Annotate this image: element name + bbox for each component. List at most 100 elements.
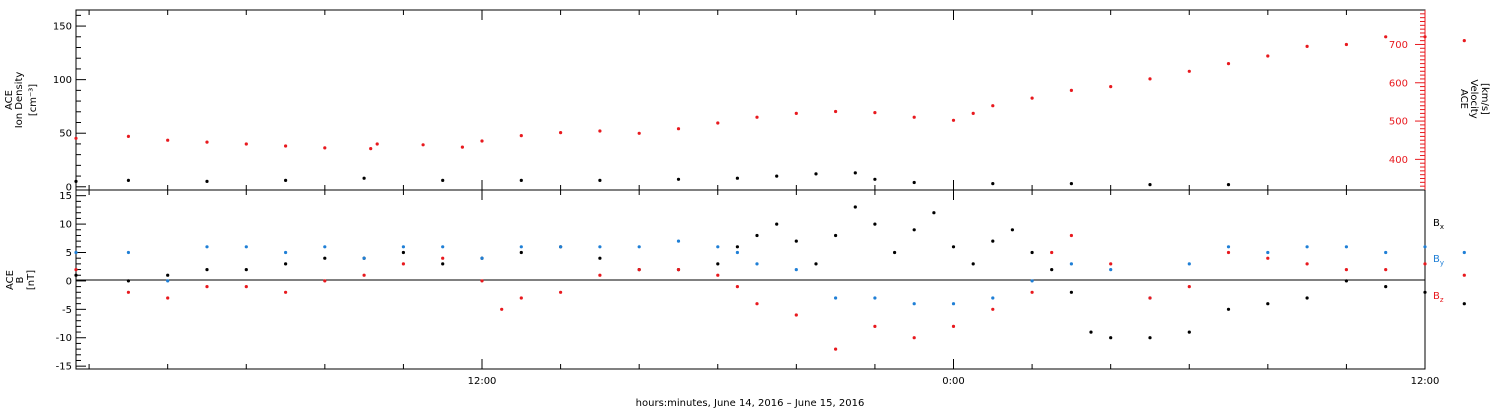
bottom-ylabel-line-3: [nT] [26,270,37,290]
data-point [1462,39,1466,43]
data-point [1344,245,1348,249]
data-point [735,245,740,249]
data-point [480,139,484,143]
bx-series [74,205,1466,340]
data-point [284,144,288,148]
data-point [1069,233,1073,238]
data-point [991,307,995,311]
data-point [74,250,78,255]
data-point [1089,330,1093,334]
data-point [951,245,956,249]
data-point [1423,290,1427,294]
data-point [519,296,523,300]
y-tick-label: 0 [66,276,72,287]
data-point [873,296,877,300]
y-tick-label: 0 [66,182,72,193]
data-point [1109,336,1113,340]
data-point [323,256,327,260]
data-point [735,285,740,289]
data-point [1069,262,1073,266]
data-point [362,256,366,260]
data-point [598,273,602,277]
data-point [284,290,288,294]
data-point [912,115,916,119]
data-point [559,245,563,249]
data-point [421,143,425,147]
bottom-ylabel-line-1: ACE [5,270,16,290]
data-point [676,268,681,272]
data-point [912,302,916,306]
data-point [1384,268,1388,272]
bz-series [74,233,1466,351]
data-point [1344,268,1348,272]
data-point [1109,268,1113,272]
data-point [1069,88,1073,92]
data-point [1266,250,1270,255]
data-point [559,290,563,294]
x-axis-label: hours:minutes, June 14, 2016 – June 15, … [636,398,865,409]
data-point [735,250,740,255]
data-point [598,129,602,133]
right-ylabel-line-3: [km/s] [1479,83,1490,115]
y-tick-label: -5 [62,305,72,316]
data-point [1305,296,1309,300]
x-tick-label: 0:00 [942,376,964,387]
data-point [460,145,464,149]
data-point [637,131,641,135]
data-point [794,111,798,115]
data-point [519,245,523,249]
data-point [755,262,759,266]
data-point [1462,250,1466,255]
data-point [1344,279,1348,283]
data-point [244,245,248,249]
velocity-tick-label: 600 [1389,78,1408,89]
data-point [519,178,523,182]
data-point [1109,85,1113,89]
data-point [1050,268,1054,272]
y-tick-label: 100 [53,75,72,86]
right-ylabel-line-1: ACE [1458,89,1469,109]
velocity-tick-label: 700 [1389,40,1408,51]
data-point [205,140,209,144]
ion-density-series [74,171,1231,187]
y-tick-label: -10 [56,333,72,344]
y-tick-label: -15 [56,362,72,373]
data-point [369,147,373,151]
data-point [716,121,720,125]
data-point [519,134,523,138]
data-point [441,262,445,266]
data-point [853,171,857,175]
data-point [676,239,681,243]
data-point [74,136,78,140]
data-marks [74,35,1466,351]
data-point [323,245,327,249]
data-point [441,245,445,249]
data-point [814,262,818,266]
data-point [932,211,936,215]
velocity-tick-label: 500 [1389,117,1408,128]
data-point [971,111,975,115]
data-point [853,205,857,209]
velocity-series [74,35,1466,151]
data-point [775,174,779,178]
y-tick-label: 15 [59,191,72,202]
data-point [971,262,975,266]
data-point [1069,182,1073,186]
data-point [637,245,641,249]
top-ylabel-line-2: Ion Density [14,72,25,129]
data-point [834,347,838,351]
data-point [1226,307,1231,311]
by-series [74,239,1466,306]
data-point [912,336,916,340]
data-point [126,250,130,255]
y-tick-label: 5 [66,248,72,259]
data-point [441,256,445,260]
top-panel-frame [75,9,1426,191]
data-point [1030,290,1034,294]
data-point [1010,228,1015,232]
data-point [480,279,484,283]
data-point [205,268,209,272]
data-point [873,111,877,115]
top-ylabel-line-3: [cm⁻³] [28,84,39,116]
data-point [755,302,759,306]
